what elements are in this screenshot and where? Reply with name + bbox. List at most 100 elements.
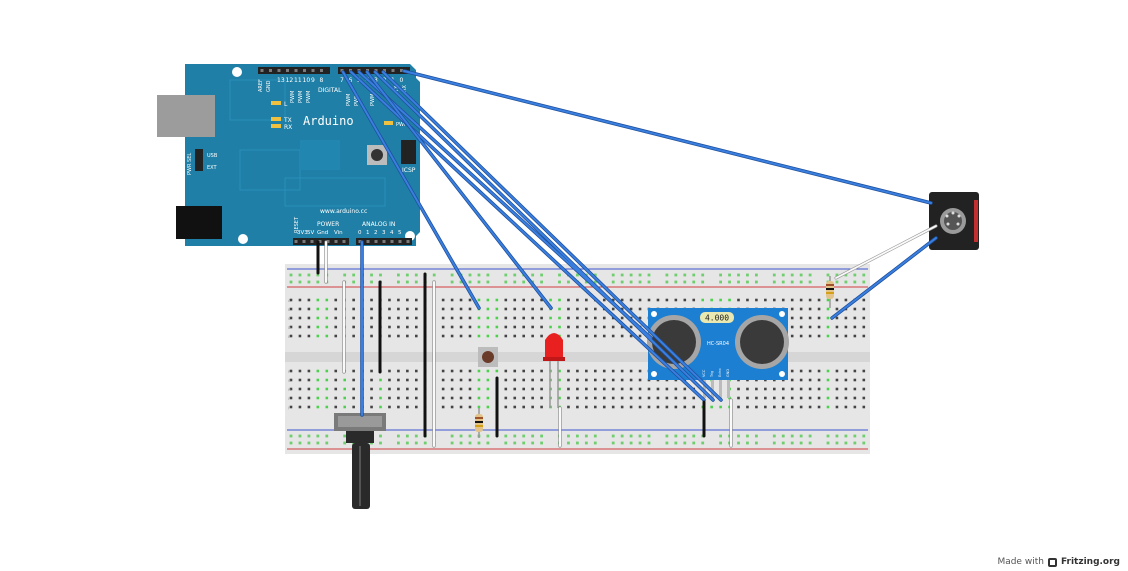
breadboard-hole (334, 378, 338, 382)
breadboard-hole (853, 378, 857, 382)
rail-hole (719, 434, 722, 438)
breadboard-hole (513, 396, 517, 400)
header-pin (260, 69, 264, 72)
breadboard-hole (853, 387, 857, 391)
rail-hole (629, 273, 633, 277)
label-pwr: PWR (396, 122, 408, 128)
breadboard-hole (773, 298, 776, 302)
breadboard-hole (755, 298, 758, 302)
rail-hole (620, 441, 624, 445)
rail-hole (826, 434, 830, 438)
rail-hole (629, 280, 633, 284)
breadboard-hole (352, 298, 355, 302)
led-pwr (384, 121, 393, 125)
digital-header-left (258, 67, 330, 74)
header-pin (320, 69, 323, 72)
rail-hole (414, 280, 418, 284)
rail-hole (853, 434, 857, 438)
breadboard-hole (334, 316, 338, 320)
breadboard-hole (602, 325, 606, 329)
rail-hole (432, 273, 436, 277)
icsp-header (401, 140, 416, 164)
breadboard-hole (540, 387, 543, 391)
breadboard-hole (522, 405, 525, 409)
breadboard-hole (289, 387, 293, 391)
led-l (271, 101, 281, 105)
breadboard-hole (620, 378, 624, 382)
breadboard-hole (441, 378, 445, 382)
breadboard-hole (486, 387, 490, 391)
column-letter: E (288, 335, 290, 339)
rail-hole (737, 273, 740, 277)
breadboard-hole (683, 405, 687, 409)
fritzing-logo-icon (1047, 557, 1057, 567)
rail-hole (611, 280, 615, 284)
breadboard-hole (835, 298, 839, 302)
breadboard-hole (808, 298, 812, 302)
breadboard-hole (576, 405, 579, 409)
breadboard-hole (459, 387, 463, 391)
credit-brand: Fritzing.org (1060, 557, 1120, 567)
breadboard-hole (594, 307, 597, 311)
digital-pin-number: 7 (340, 77, 344, 84)
header-pin (390, 240, 394, 243)
bottom-pins (294, 240, 410, 243)
rail-hole (370, 273, 373, 277)
breadboard-hole (799, 334, 803, 338)
label-rx: RX (284, 124, 292, 131)
breadboard-hole (817, 405, 821, 409)
rail-hole (620, 280, 624, 284)
breadboard-hole (764, 405, 767, 409)
breadboard-hole (737, 387, 740, 391)
breadboard-center-channel (285, 352, 870, 362)
breadboard-hole (790, 307, 794, 311)
breadboard-hole (370, 387, 373, 391)
rail-hole (781, 273, 785, 277)
sensor-mount-hole (779, 311, 785, 317)
rail-hole (414, 434, 418, 438)
rail-hole (844, 434, 848, 438)
analog-pin-label: 2 (374, 230, 378, 236)
breadboard-hole (602, 387, 606, 391)
breadboard-hole (790, 405, 794, 409)
rail-hole (298, 434, 302, 438)
breadboard-hole (343, 387, 346, 391)
breadboard-hole (477, 298, 481, 302)
breadboard-hole (808, 325, 812, 329)
rail-hole (638, 280, 642, 284)
breadboard-hole (415, 396, 418, 400)
rail-hole (746, 434, 749, 438)
breadboard-hole (594, 369, 597, 373)
rail-hole (289, 441, 293, 445)
rail-hole (513, 273, 517, 277)
rail-hole (835, 273, 839, 277)
breadboard-hole (737, 396, 740, 400)
rail-hole (826, 441, 830, 445)
label-ext: EXT (207, 165, 217, 171)
breadboard-hole (316, 316, 320, 320)
breadboard-hole (370, 307, 373, 311)
breadboard-hole (808, 307, 812, 311)
breadboard-hole (298, 307, 302, 311)
breadboard-hole (844, 396, 848, 400)
breadboard-hole (406, 325, 409, 329)
breadboard-hole (817, 325, 821, 329)
breadboard-hole (441, 396, 445, 400)
breadboard-hole (450, 298, 454, 302)
breadboard-hole (298, 387, 302, 391)
breadboard-hole (307, 396, 311, 400)
breadboard-hole (826, 298, 830, 302)
breadboard-hole (620, 325, 624, 329)
breadboard-hole (808, 378, 812, 382)
din-connector (929, 192, 979, 250)
rail-hole (647, 434, 651, 438)
breadboard-hole (817, 316, 821, 320)
breadboard-hole (755, 405, 758, 409)
breadboard-hole (799, 316, 803, 320)
rail-hole (450, 280, 454, 284)
breadboard-hole (853, 316, 857, 320)
breadboard-hole (397, 307, 400, 311)
breadboard-hole (620, 298, 624, 302)
header-pin (310, 240, 314, 243)
